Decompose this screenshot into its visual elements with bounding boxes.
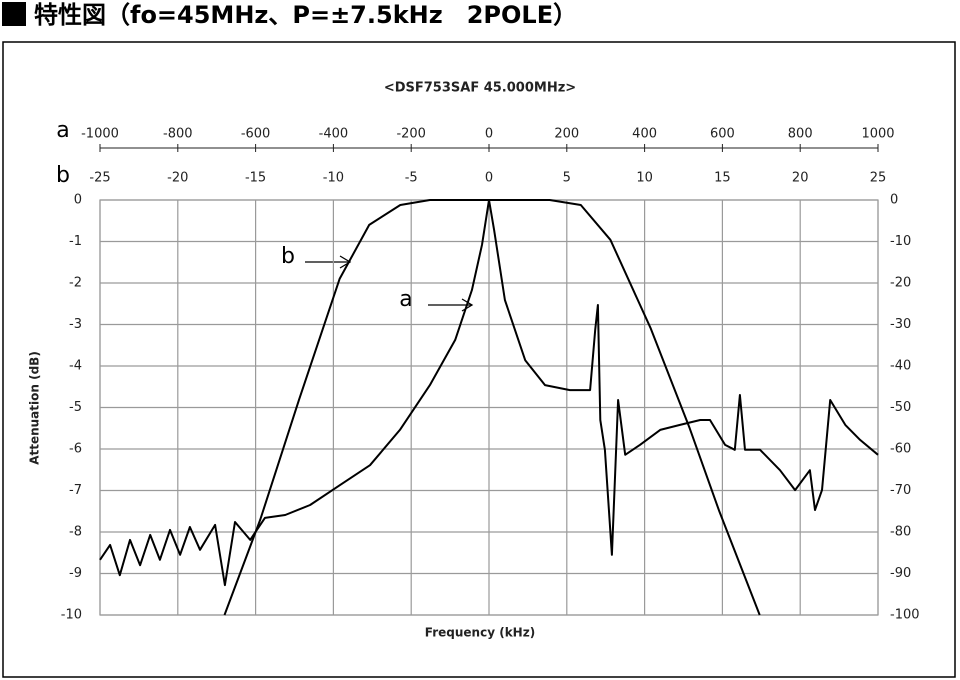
y-tick-label: -10 (61, 608, 82, 623)
y-tick-label: -9 (69, 566, 82, 581)
x2-tick-label: 5 (563, 171, 571, 186)
x2-tick-label: -5 (405, 171, 418, 186)
series-line (223, 199, 761, 616)
x2-tick-label: -15 (245, 171, 266, 186)
y2-tick-label: 0 (890, 193, 898, 208)
x2-tick-label: -10 (323, 171, 344, 186)
y2-tick-label: -60 (890, 442, 911, 457)
x2-axis-name: b (56, 163, 70, 188)
y-tick-label: -8 (69, 525, 82, 540)
y2-tick-label: -90 (890, 566, 911, 581)
y-tick-label: -2 (69, 276, 82, 291)
y-tick-label: -4 (69, 359, 82, 374)
x2-tick-label: 0 (485, 171, 493, 186)
x2-tick-label: -20 (167, 171, 188, 186)
series-line (99, 199, 879, 587)
x-tick-label: 1000 (861, 127, 894, 142)
y2-tick-label: -30 (890, 317, 911, 332)
y-tick-label: -6 (69, 442, 82, 457)
y-tick-label: 0 (74, 193, 82, 208)
x2-tick-label: -25 (89, 171, 110, 186)
x-tick-label: -800 (163, 127, 193, 142)
chart-title: <DSF753SAF 45.000MHz> (384, 81, 576, 96)
annotation: a (399, 287, 412, 312)
y-tick-label: -7 (69, 483, 82, 498)
y2-tick-label: -70 (890, 483, 911, 498)
x-tick-label: 0 (485, 127, 493, 142)
x-axis-name: a (56, 118, 69, 143)
y2-tick-label: -100 (890, 608, 920, 623)
y-tick-label: -1 (69, 234, 82, 249)
x2-tick-label: 15 (714, 171, 731, 186)
x-axis-label: Frequency (kHz) (425, 626, 535, 640)
frame (2, 41, 956, 678)
x-tick-label: 800 (788, 127, 813, 142)
x2-tick-label: 25 (870, 171, 887, 186)
y2-tick-label: -10 (890, 234, 911, 249)
x-tick-label: -200 (396, 127, 426, 142)
y2-tick-label: -50 (890, 400, 911, 415)
x2-tick-label: 20 (792, 171, 809, 186)
heading: 特性図（fo=45MHz、P=±7.5kHz 2POLE） (34, 1, 577, 29)
x-tick-label: 600 (710, 127, 735, 142)
x-tick-label: 400 (632, 127, 657, 142)
y-axis-label: Attenuation (dB) (28, 351, 42, 465)
y-tick-label: -3 (69, 317, 82, 332)
y2-tick-label: -80 (890, 525, 911, 540)
x-tick-label: -1000 (81, 127, 119, 142)
y-tick-label: -5 (69, 400, 82, 415)
x-tick-label: 200 (554, 127, 579, 142)
y2-tick-label: -20 (890, 276, 911, 291)
x-tick-label: -600 (241, 127, 271, 142)
annotation: b (281, 244, 295, 269)
x-tick-label: -400 (319, 127, 349, 142)
y2-tick-label: -40 (890, 359, 911, 374)
heading-bullet (2, 2, 26, 26)
x2-tick-label: 10 (636, 171, 653, 186)
